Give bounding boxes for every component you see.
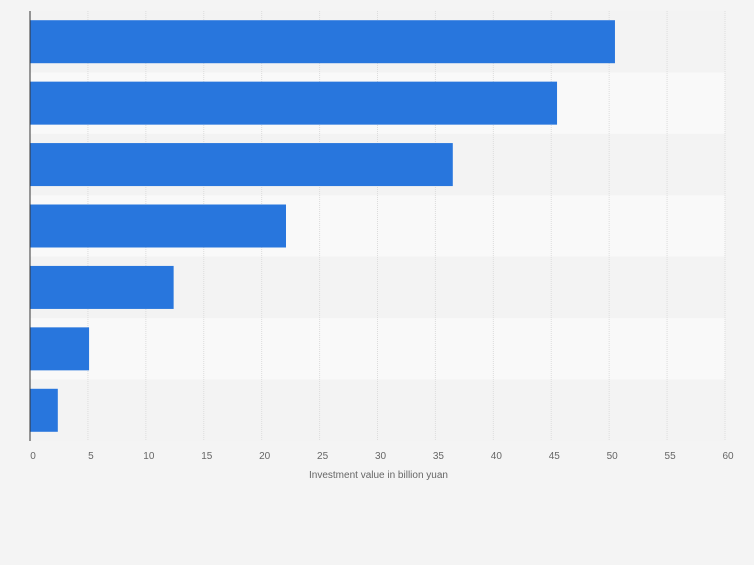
bar[interactable]	[30, 143, 453, 187]
x-tick-label: 20	[259, 451, 271, 462]
x-tick-labels: 0 5 10 15 20 25 30 35 40 45 50 55 60	[30, 451, 734, 462]
bar[interactable]	[30, 327, 90, 371]
bar[interactable]	[30, 204, 286, 248]
x-tick-label: 10	[143, 451, 155, 462]
x-tick-label: 40	[491, 451, 503, 462]
bar[interactable]	[30, 388, 58, 432]
bars	[30, 20, 615, 432]
bar[interactable]	[30, 20, 615, 64]
x-tick-label: 60	[722, 451, 734, 462]
bar[interactable]	[30, 265, 174, 309]
bar[interactable]	[30, 81, 558, 125]
x-tick-label: 0	[30, 451, 36, 462]
x-tick-label: 35	[433, 451, 445, 462]
x-tick-label: 15	[201, 451, 213, 462]
x-tick-label: 55	[665, 451, 677, 462]
x-tick-label: 30	[375, 451, 387, 462]
x-tick-label: 5	[88, 451, 94, 462]
x-axis-label: Investment value in billion yuan	[309, 470, 448, 481]
x-tick-label: 25	[317, 451, 329, 462]
x-tick-label: 50	[607, 451, 619, 462]
x-tick-label: 45	[549, 451, 561, 462]
